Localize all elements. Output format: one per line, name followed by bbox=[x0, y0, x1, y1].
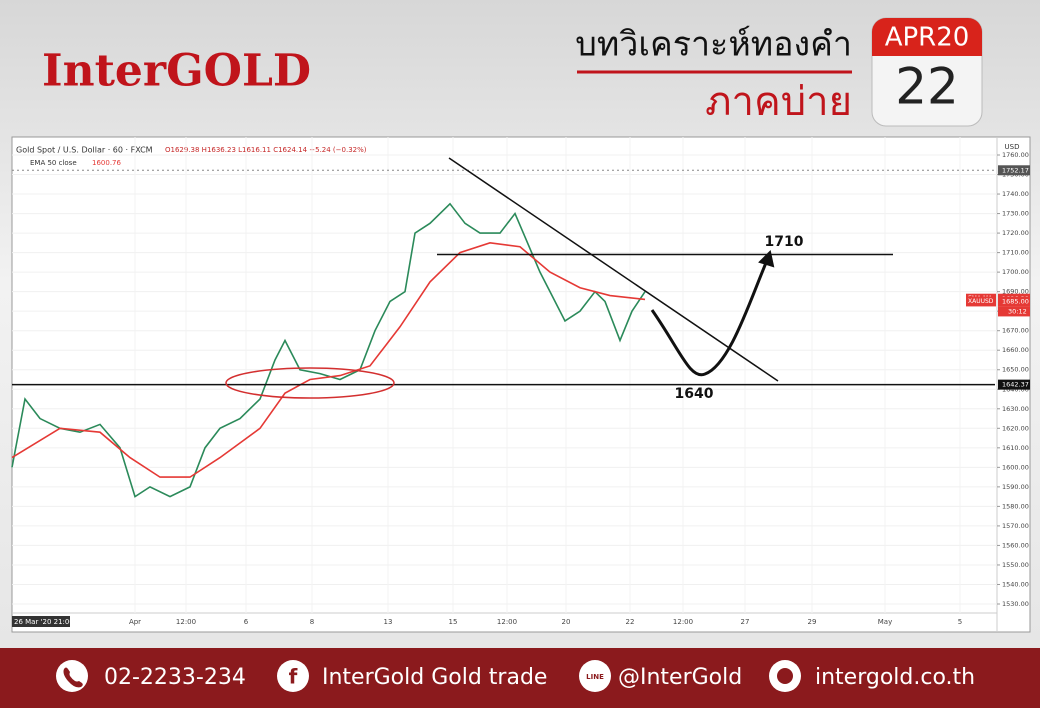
y-tick-label: 1730.00 bbox=[1002, 210, 1029, 218]
x-tick-label: 15 bbox=[449, 618, 458, 626]
line-id[interactable]: @InterGold bbox=[618, 665, 742, 690]
x-tick-label: 12:00 bbox=[497, 618, 517, 626]
forecast-arrow bbox=[650, 257, 770, 377]
ohlc: O1629.38 H1636.23 L1616.11 C1624.14 −5.2… bbox=[165, 146, 367, 154]
y-tick-label: 1760.00 bbox=[1002, 151, 1029, 159]
countdown: 30:12 bbox=[1008, 307, 1027, 315]
y-tick-label: 1590.00 bbox=[1002, 483, 1029, 491]
y-tick-label: 1530.00 bbox=[1002, 600, 1029, 608]
y-tick-label: 1610.00 bbox=[1002, 444, 1029, 452]
x-tick-label: 22 bbox=[626, 618, 635, 626]
title: บทวิเคราะห์ทองคำ bbox=[575, 25, 852, 65]
web-glyph bbox=[777, 668, 793, 684]
x-tick-label: Apr bbox=[129, 618, 141, 626]
cursor-label: 26 Mar '20 21:00 bbox=[14, 618, 74, 626]
x-tick-label: 12:00 bbox=[176, 618, 196, 626]
x-tick-label: 6 bbox=[244, 618, 249, 626]
calendar-month: APR20 bbox=[885, 23, 970, 53]
y-tick-label: 1660.00 bbox=[1002, 346, 1029, 354]
facebook-icon bbox=[277, 660, 309, 692]
x-tick-label: 20 bbox=[562, 618, 571, 626]
y-tick-label: 1600.00 bbox=[1002, 463, 1029, 471]
line-icon bbox=[579, 660, 611, 692]
y-tick-label: 1700.00 bbox=[1002, 268, 1029, 276]
tag-name-box bbox=[966, 296, 996, 307]
x-tick-label: 29 bbox=[808, 618, 817, 626]
footer bbox=[0, 648, 1040, 708]
y-tick-label: 1720.00 bbox=[1002, 229, 1029, 237]
y-tick-label: 1550.00 bbox=[1002, 561, 1029, 569]
phone[interactable]: 02-2233-234 bbox=[104, 665, 246, 690]
subtitle: ภาคบ่าย bbox=[705, 79, 852, 125]
indicator: EMA 50 close bbox=[30, 159, 77, 167]
y-tick-label: 1630.00 bbox=[1002, 405, 1029, 413]
currency: USD bbox=[1005, 143, 1020, 151]
tag-name: XAUUSD bbox=[968, 298, 994, 305]
x-tick-label: May bbox=[878, 618, 892, 626]
price-line bbox=[11, 242, 646, 478]
phone-icon bbox=[56, 660, 88, 692]
y-tick-label: 1560.00 bbox=[1002, 541, 1029, 549]
countdown-box bbox=[998, 306, 1030, 317]
annotation: 1710 bbox=[765, 234, 804, 250]
calendar-day: 22 bbox=[895, 58, 959, 116]
y-tick-label: 1620.00 bbox=[1002, 424, 1029, 432]
x-tick-label: 13 bbox=[384, 618, 393, 626]
trend-line bbox=[448, 157, 779, 382]
x-tick-label: 8 bbox=[310, 618, 314, 626]
line-glyph: LINE bbox=[586, 673, 604, 681]
facebook-glyph: f bbox=[289, 665, 298, 689]
plot-layer: 1530.00 1540.00 1550.00 1560.00 1570.00 1580.… bbox=[11, 137, 1030, 626]
y-tick-label: 1670.00 bbox=[1002, 327, 1029, 335]
price-tag bbox=[998, 379, 1030, 390]
highlight-ellipse bbox=[225, 367, 395, 399]
price-tag-label: 1642.37 bbox=[1002, 381, 1029, 389]
x-tick-label: 12:00 bbox=[673, 618, 693, 626]
symbol: Gold Spot / U.S. Dollar · 60 · FXCM bbox=[16, 146, 153, 155]
logo: InterGOLD bbox=[42, 46, 311, 97]
price-tag bbox=[998, 165, 1030, 176]
arrow-head bbox=[758, 249, 775, 268]
price-tag bbox=[998, 296, 1030, 307]
indicator-value: 1600.76 bbox=[92, 159, 121, 167]
y-tick-label: 1740.00 bbox=[1002, 190, 1029, 198]
price-tag-label: 1752.17 bbox=[1002, 166, 1029, 174]
annotation: 1640 bbox=[675, 386, 714, 402]
calendar-band bbox=[872, 18, 982, 56]
y-tick-label: 1710.00 bbox=[1002, 249, 1029, 257]
website[interactable]: intergold.co.th bbox=[815, 665, 975, 690]
facebook[interactable]: InterGold Gold trade bbox=[322, 665, 547, 690]
y-tick-label: 1540.00 bbox=[1002, 580, 1029, 588]
y-tick-label: 1570.00 bbox=[1002, 522, 1029, 530]
y-tick-label: 1580.00 bbox=[1002, 502, 1029, 510]
y-tick-label: 1690.00 bbox=[1002, 288, 1029, 296]
x-tick-label: 5 bbox=[958, 618, 962, 626]
cursor-box bbox=[12, 616, 70, 627]
phone-glyph bbox=[63, 667, 83, 688]
y-tick-label: 1650.00 bbox=[1002, 366, 1029, 374]
x-tick-label: 27 bbox=[741, 618, 750, 626]
price-tag-label: 1685.00 bbox=[1002, 297, 1029, 305]
